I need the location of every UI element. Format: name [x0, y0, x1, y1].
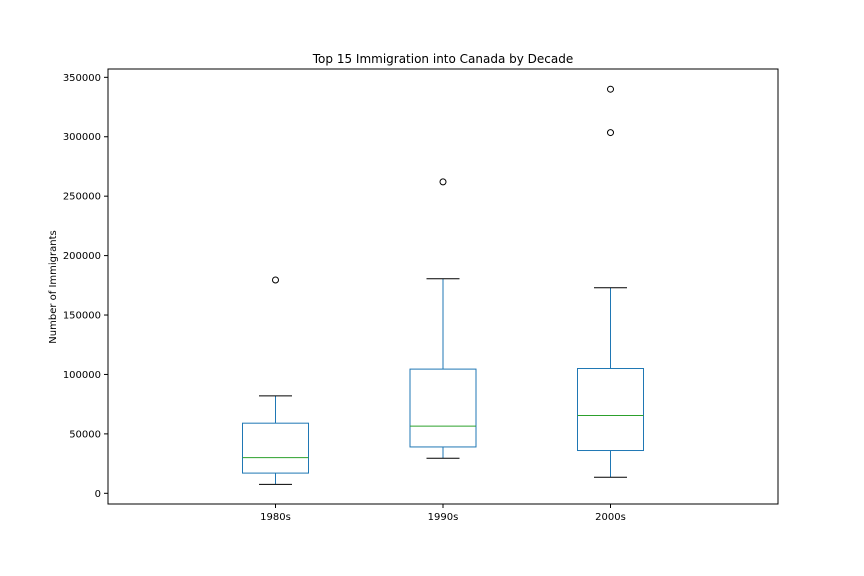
y-axis-label: Number of Immigrants — [48, 230, 59, 343]
outlier-point — [439, 178, 447, 186]
y-tick-label: 300000 — [63, 132, 101, 143]
outlier-point — [272, 276, 279, 284]
box-1980s — [242, 422, 309, 474]
plot-frame — [107, 68, 779, 505]
box-2000s — [577, 368, 644, 452]
x-tick-label: 2000s — [595, 512, 626, 523]
y-tick-label: 50000 — [69, 429, 101, 440]
outlier-point — [607, 85, 614, 93]
y-tick-label: 150000 — [63, 311, 101, 322]
plot-area: 0 50000 100000 150000 200000 250000 300000 3500… — [63, 73, 644, 523]
x-tick-label: 1990s — [428, 512, 459, 523]
y-tick-label: 250000 — [63, 192, 101, 203]
y-tick-label: 350000 — [63, 73, 101, 84]
y-tick-label: 100000 — [63, 370, 101, 381]
outlier-point — [607, 129, 614, 137]
y-tick-label: 0 — [95, 489, 101, 500]
x-tick-label: 1980s — [260, 512, 291, 523]
box-1990s — [409, 368, 477, 448]
chart-title: Top 15 Immigration into Canada by Decade — [312, 52, 574, 66]
y-tick-label: 200000 — [63, 251, 101, 262]
